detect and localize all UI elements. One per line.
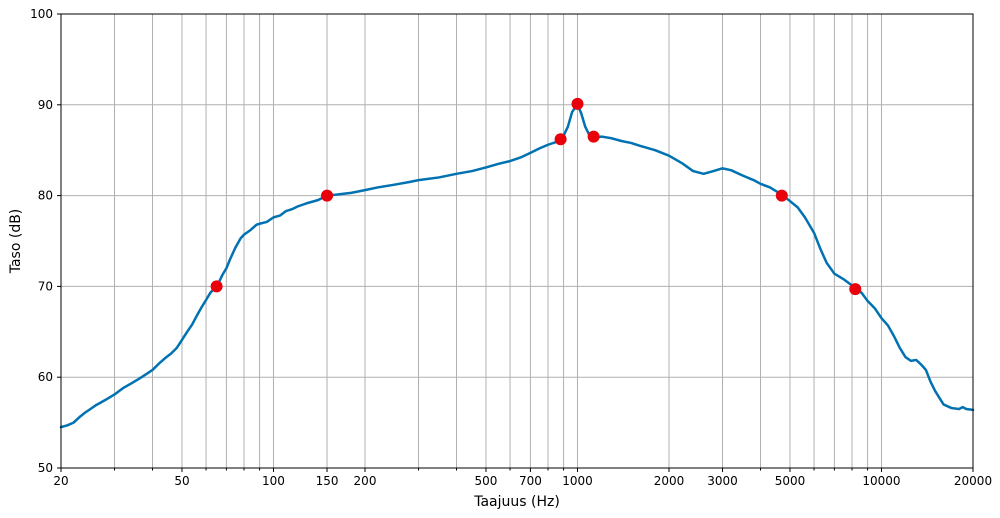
x-tick-label: 700 — [519, 474, 542, 488]
x-tick-label: 50 — [174, 474, 189, 488]
plot-area-frame — [60, 13, 974, 469]
data-point-marker — [571, 97, 584, 110]
data-point-marker — [554, 133, 567, 146]
data-point-marker — [775, 189, 788, 202]
x-tick-label: 20 — [53, 474, 68, 488]
y-tick-label: 70 — [38, 279, 53, 293]
x-tick-label: 1000 — [562, 474, 593, 488]
y-axis-label: Taso (dB) — [8, 209, 24, 275]
data-point-marker — [321, 189, 334, 202]
series-line — [59, 102, 975, 429]
y-tick-label: 80 — [38, 189, 53, 203]
data-point-marker — [849, 283, 862, 296]
x-tick-label: 200 — [354, 474, 377, 488]
marker-layer — [210, 97, 862, 296]
x-tick-label: 500 — [475, 474, 498, 488]
x-tick-label: 10000 — [862, 474, 900, 488]
grid-lines — [60, 13, 974, 469]
data-point-marker — [210, 280, 223, 293]
y-tick-label: 90 — [38, 98, 53, 112]
x-tick-label: 3000 — [707, 474, 738, 488]
y-tick-label: 50 — [38, 461, 53, 475]
x-tick-label: 20000 — [954, 474, 992, 488]
tick-layer: 20 50 100 150 200 500 700 1000 2000 3000 5000 10000… — [30, 7, 992, 488]
x-tick-label: 150 — [316, 474, 339, 488]
x-tick-label: 100 — [262, 474, 285, 488]
x-tick-label: 5000 — [775, 474, 806, 488]
series-layer — [59, 102, 975, 429]
data-point-marker — [587, 130, 600, 143]
x-tick-label: 2000 — [654, 474, 685, 488]
y-tick-label: 100 — [30, 7, 53, 21]
y-tick-label: 60 — [38, 370, 53, 384]
x-axis-label: Taajuus (Hz) — [473, 494, 560, 510]
